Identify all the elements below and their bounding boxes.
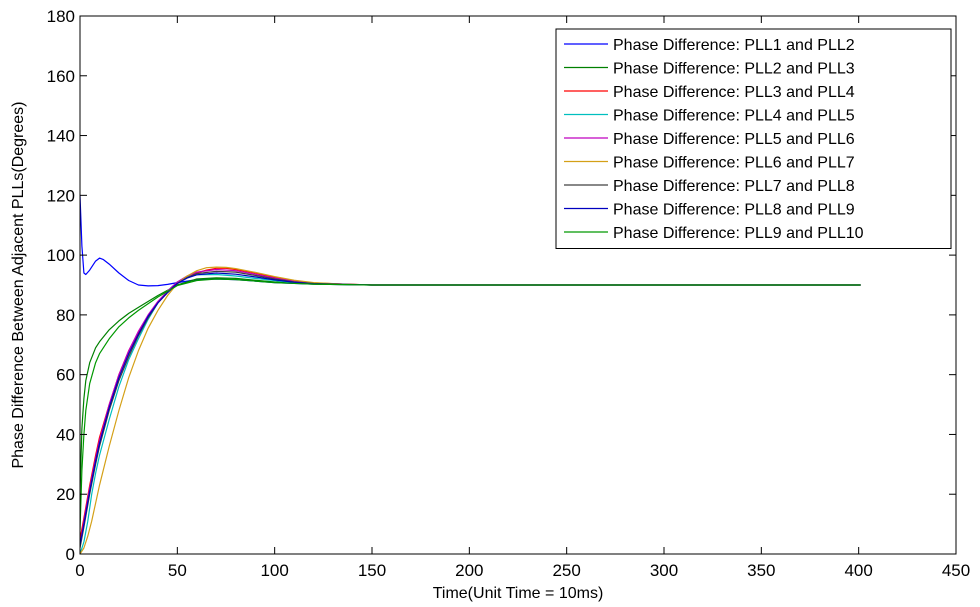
y-tick-label: 160 bbox=[47, 67, 75, 86]
x-tick-label: 200 bbox=[455, 561, 483, 580]
series-line-9 bbox=[80, 278, 861, 531]
legend-label-2: Phase Difference: PLL2 and PLL3 bbox=[613, 61, 855, 78]
axis-ticks: 0 50 100 150 200 250 300 350 400 450 0 20 40 60 80 100 1… bbox=[47, 7, 971, 580]
plot-lines bbox=[80, 195, 861, 554]
x-tick-label: 0 bbox=[75, 561, 84, 580]
x-axis-label: Time(Unit Time = 10ms) bbox=[433, 585, 604, 602]
x-tick-label: 250 bbox=[552, 561, 580, 580]
legend: Phase Difference: PLL1 and PLL2 Phase Dif… bbox=[555, 28, 952, 249]
y-axis-label: Phase Difference Between Adjacent PLLs(D… bbox=[10, 101, 27, 468]
plot-frame bbox=[79, 15, 957, 555]
legend-label-8: Phase Difference: PLL8 and PLL9 bbox=[613, 202, 855, 219]
y-tick-label: 20 bbox=[56, 485, 75, 504]
x-tick-label: 150 bbox=[358, 561, 386, 580]
x-tick-label: 300 bbox=[650, 561, 678, 580]
legend-label-1: Phase Difference: PLL1 and PLL2 bbox=[613, 37, 855, 54]
y-tick-label: 140 bbox=[47, 127, 75, 146]
y-tick-label: 180 bbox=[47, 7, 75, 26]
legend-box bbox=[555, 28, 952, 249]
y-tick-label: 60 bbox=[56, 366, 75, 385]
y-tick-label: 40 bbox=[56, 425, 75, 444]
x-tick-label: 350 bbox=[747, 561, 775, 580]
x-tick-label: 50 bbox=[168, 561, 187, 580]
legend-label-4: Phase Difference: PLL4 and PLL5 bbox=[613, 108, 855, 125]
legend-label-9: Phase Difference: PLL9 and PLL10 bbox=[613, 225, 864, 242]
legend-label-3: Phase Difference: PLL3 and PLL4 bbox=[613, 84, 855, 101]
legend-label-7: Phase Difference: PLL7 and PLL8 bbox=[613, 178, 855, 195]
y-tick-label: 80 bbox=[56, 306, 75, 325]
y-tick-label: 0 bbox=[66, 545, 75, 564]
x-tick-label: 400 bbox=[844, 561, 872, 580]
legend-label-6: Phase Difference: PLL6 and PLL7 bbox=[613, 155, 855, 172]
x-tick-label: 100 bbox=[260, 561, 288, 580]
legend-label-5: Phase Difference: PLL5 and PLL6 bbox=[613, 131, 855, 148]
x-tick-label: 450 bbox=[942, 561, 970, 580]
y-tick-label: 120 bbox=[47, 186, 75, 205]
y-tick-label: 100 bbox=[47, 246, 75, 265]
series-line-6 bbox=[80, 266, 861, 554]
